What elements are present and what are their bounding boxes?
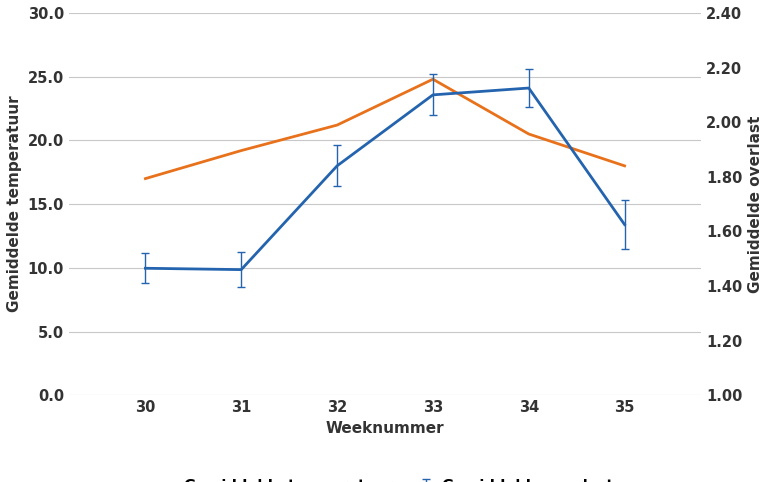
Gemiddelde temperatuur (141, 176, 150, 182)
X-axis label: Weeknummer: Weeknummer (326, 421, 444, 436)
Y-axis label: Gemiddelde overlast: Gemiddelde overlast (748, 115, 763, 293)
Y-axis label: Gemiddelde temperatuur: Gemiddelde temperatuur (7, 96, 22, 312)
Gemiddelde temperatuur (236, 147, 246, 153)
Gemiddelde temperatuur (620, 163, 629, 169)
Gemiddelde temperatuur (333, 122, 342, 128)
Gemiddelde temperatuur (524, 131, 534, 137)
Gemiddelde temperatuur (428, 76, 437, 82)
Line: Gemiddelde temperatuur: Gemiddelde temperatuur (146, 79, 624, 179)
Legend: Gemiddelde temperatuur, Gemiddelde overlast: Gemiddelde temperatuur, Gemiddelde overl… (156, 479, 614, 482)
